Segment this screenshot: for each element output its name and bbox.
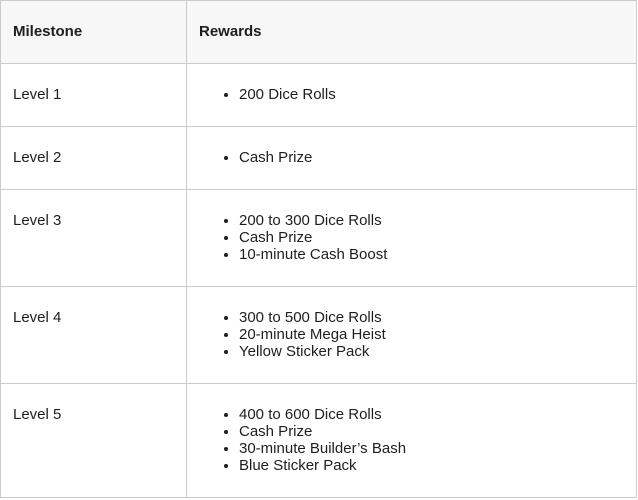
reward-item: Cash Prize — [239, 423, 624, 440]
reward-item: 200 Dice Rolls — [239, 86, 624, 103]
table-row: Level 4300 to 500 Dice Rolls20-minute Me… — [0, 286, 637, 384]
milestone-cell: Level 2 — [0, 126, 187, 190]
rewards-cell: 200 Dice Rolls — [186, 63, 637, 127]
rewards-cell: 300 to 500 Dice Rolls20-minute Mega Heis… — [186, 286, 637, 384]
rewards-list: Cash Prize — [199, 149, 624, 166]
rewards-cell: 200 to 300 Dice RollsCash Prize10-minute… — [186, 189, 637, 287]
reward-item: 400 to 600 Dice Rolls — [239, 406, 624, 423]
rewards-list: 300 to 500 Dice Rolls20-minute Mega Heis… — [199, 309, 624, 360]
milestone-cell: Level 4 — [0, 286, 187, 384]
rewards-list: 400 to 600 Dice RollsCash Prize30-minute… — [199, 406, 624, 474]
table-row: Level 3200 to 300 Dice RollsCash Prize10… — [0, 189, 637, 287]
rewards-list: 200 to 300 Dice RollsCash Prize10-minute… — [199, 212, 624, 263]
rewards-cell: Cash Prize — [186, 126, 637, 190]
table-row: Level 2 Cash Prize — [0, 126, 637, 190]
reward-item: 20-minute Mega Heist — [239, 326, 624, 343]
rewards-list: 200 Dice Rolls — [199, 86, 624, 103]
rewards-cell: 400 to 600 Dice RollsCash Prize30-minute… — [186, 383, 637, 498]
table-row: Level 5400 to 600 Dice RollsCash Prize30… — [0, 383, 637, 498]
reward-item: 30-minute Builder’s Bash — [239, 440, 624, 457]
header-row: Milestone Rewards — [0, 0, 637, 64]
milestone-cell: Level 3 — [0, 189, 187, 287]
column-header-milestone: Milestone — [0, 0, 187, 64]
reward-item: Blue Sticker Pack — [239, 457, 624, 474]
milestone-cell: Level 1 — [0, 63, 187, 127]
reward-item: Yellow Sticker Pack — [239, 343, 624, 360]
reward-item: 10-minute Cash Boost — [239, 246, 624, 263]
column-header-rewards: Rewards — [186, 0, 637, 64]
milestone-cell: Level 5 — [0, 383, 187, 498]
reward-item: 200 to 300 Dice Rolls — [239, 212, 624, 229]
reward-item: Cash Prize — [239, 229, 624, 246]
reward-item: 300 to 500 Dice Rolls — [239, 309, 624, 326]
table-row: Level 1 200 Dice Rolls — [0, 63, 637, 127]
reward-item: Cash Prize — [239, 149, 624, 166]
